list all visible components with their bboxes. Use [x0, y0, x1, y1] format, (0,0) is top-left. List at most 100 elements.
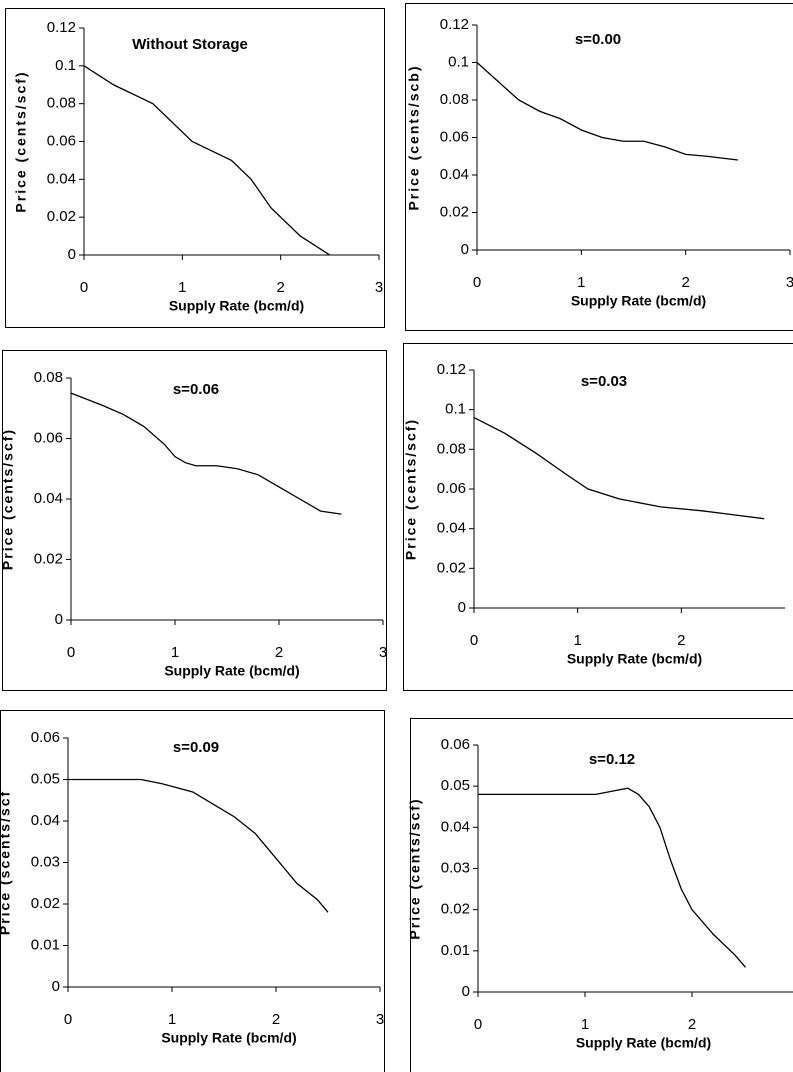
y-tick-label: 0.02	[441, 901, 470, 918]
y-axis-label: Price (cents/scf)	[403, 418, 419, 560]
x-tick-label: 1	[577, 274, 585, 291]
panel-frame	[410, 718, 793, 1072]
x-tick-label: 3	[379, 644, 387, 661]
x-tick-label: 1	[581, 1016, 589, 1033]
x-tick-label: 1	[573, 632, 581, 649]
x-axis-label: Supply Rate (bcm/d)	[567, 651, 702, 667]
chart-title: s=0.12	[589, 751, 635, 768]
y-tick-label: 0.04	[47, 170, 76, 187]
y-tick-label: 0	[68, 246, 76, 263]
x-axis-label: Supply Rate (bcm/d)	[161, 1030, 296, 1046]
y-tick-label: 0.06	[47, 132, 76, 149]
y-axis-label: Price (scents/scf	[0, 790, 13, 935]
panel-frame	[403, 343, 793, 691]
y-tick-label: 0	[462, 983, 470, 1000]
y-tick-label: 0.1	[448, 53, 469, 70]
chart-title: s=0.03	[581, 373, 627, 390]
y-tick-label: 0	[55, 611, 63, 628]
y-tick-label: 0.1	[445, 401, 466, 418]
x-tick-label: 3	[375, 279, 383, 296]
y-tick-label: 0.01	[441, 942, 470, 959]
y-tick-label: 0.04	[440, 166, 469, 183]
x-axis-label: Supply Rate (bcm/d)	[571, 293, 706, 309]
data-line	[476, 62, 738, 161]
data-line	[68, 778, 329, 913]
y-tick-label: 0.12	[440, 16, 469, 33]
y-axis-label: Price (cents/scf)	[0, 428, 16, 570]
x-tick-label: 0	[473, 274, 481, 291]
y-tick-label: 0.06	[441, 736, 470, 753]
y-tick-label: 0.02	[437, 559, 466, 576]
y-tick-label: 0.08	[440, 91, 469, 108]
x-tick-label: 2	[677, 632, 685, 649]
panel-frame	[405, 3, 793, 331]
y-tick-label: 0.02	[34, 550, 63, 567]
panel: 0 0.01 0.02 0.03 0.04 0.05 0.06 0 1 2 s=0.12 Supply…	[407, 718, 793, 1072]
y-tick-label: 0.02	[31, 895, 60, 912]
x-tick-label: 1	[168, 1011, 176, 1028]
y-tick-label: 0	[52, 978, 60, 995]
y-tick-label: 0.01	[31, 936, 60, 953]
y-axis-label: Price (cents/scf)	[407, 797, 423, 939]
y-tick-label: 0.04	[437, 520, 466, 537]
x-tick-label: 2	[688, 1016, 696, 1033]
chart-title: s=0.09	[173, 739, 219, 756]
x-tick-label: 0	[474, 1016, 482, 1033]
y-tick-label: 0	[458, 599, 466, 616]
panel: 0 0.02 0.04 0.06 0.08 0.1 0.12 0 1 2 3 s=0.00 Supply…	[405, 3, 793, 331]
chart-title: Without Storage	[132, 36, 248, 53]
x-axis-label: Supply Rate (bcm/d)	[169, 298, 304, 314]
data-line	[70, 392, 342, 515]
x-tick-label: 0	[470, 632, 478, 649]
y-axis-label: Price (cents/scb)	[406, 64, 422, 210]
x-tick-label: 1	[178, 279, 186, 296]
y-tick-label: 0.06	[31, 729, 60, 746]
chart-title: s=0.00	[575, 31, 621, 48]
y-tick-label: 0.02	[47, 208, 76, 225]
x-tick-label: 2	[272, 1011, 280, 1028]
panel-frame	[2, 350, 387, 691]
y-tick-label: 0.02	[440, 203, 469, 220]
y-tick-label: 0.06	[34, 429, 63, 446]
panel: 0 0.02 0.04 0.06 0.08 0 1 2 3 s=0.06 Supply Rate (…	[0, 350, 387, 691]
y-tick-label: 0.05	[31, 770, 60, 787]
y-tick-label: 0.12	[47, 19, 76, 36]
y-tick-label: 0.06	[440, 128, 469, 145]
x-tick-label: 2	[276, 279, 284, 296]
y-tick-label: 0.03	[31, 853, 60, 870]
panel: 0 0.02 0.04 0.06 0.08 0.1 0.12 0 1 2 s=0.03 Supply …	[403, 343, 793, 691]
y-tick-label: 0.1	[55, 57, 76, 74]
y-tick-label: 0.04	[441, 818, 470, 835]
panel-frame	[0, 710, 385, 1072]
x-tick-label: 1	[171, 644, 179, 661]
x-tick-label: 2	[275, 644, 283, 661]
y-tick-label: 0.05	[441, 777, 470, 794]
x-tick-label: 0	[64, 1011, 72, 1028]
panel: 0 0.02 0.04 0.06 0.08 0.1 0.12 0 1 2 3 Without Stor…	[5, 8, 385, 328]
y-tick-label: 0.04	[31, 812, 60, 829]
x-tick-label: 3	[376, 1011, 384, 1028]
data-line	[478, 787, 746, 968]
x-tick-label: 2	[681, 274, 689, 291]
x-tick-label: 0	[67, 644, 75, 661]
x-tick-label: 3	[786, 274, 793, 291]
x-axis-label: Supply Rate (bcm/d)	[576, 1035, 711, 1051]
chart-title: s=0.06	[173, 381, 219, 398]
data-line	[473, 417, 765, 520]
y-tick-label: 0.04	[34, 490, 63, 507]
data-line	[83, 65, 331, 256]
y-tick-label: 0	[461, 241, 469, 258]
y-tick-label: 0.08	[47, 95, 76, 112]
panel-frame	[5, 8, 385, 328]
y-tick-label: 0.12	[437, 361, 466, 378]
y-tick-label: 0.08	[437, 440, 466, 457]
y-axis-label: Price (cents/scf)	[13, 70, 29, 212]
y-tick-label: 0.08	[34, 369, 63, 386]
y-tick-label: 0.03	[441, 859, 470, 876]
x-axis-label: Supply Rate (bcm/d)	[164, 663, 299, 679]
y-tick-label: 0.06	[437, 480, 466, 497]
panel: 0 0.01 0.02 0.03 0.04 0.05 0.06 0 1 2 3 s=0.09 Suppl…	[0, 710, 385, 1072]
x-tick-label: 0	[80, 279, 88, 296]
